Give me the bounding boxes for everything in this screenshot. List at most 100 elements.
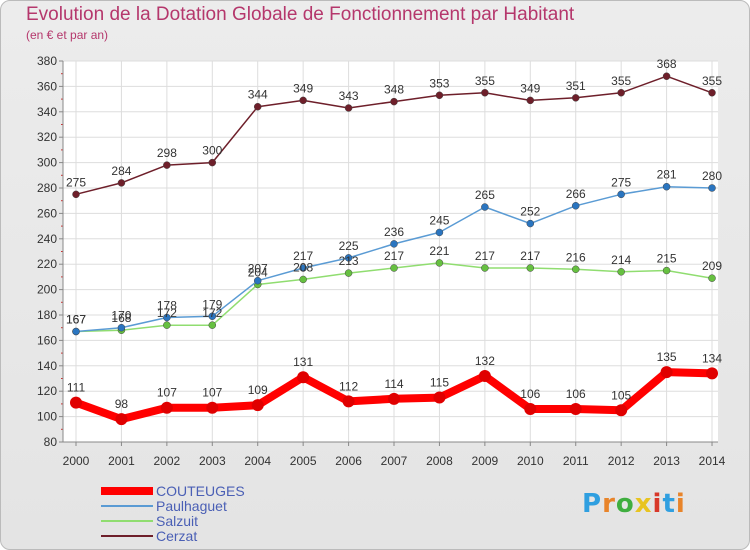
data-label: 109 [248, 383, 268, 397]
data-point [117, 323, 126, 332]
y-tick-label: 140 [37, 359, 57, 373]
data-label: 107 [157, 386, 177, 400]
data-label: 178 [157, 299, 177, 313]
x-tick-label: 2008 [426, 454, 453, 468]
data-point [708, 89, 716, 97]
data-label: 300 [202, 144, 222, 158]
x-tick-label: 2011 [563, 454, 589, 468]
data-point [206, 401, 219, 414]
x-tick-label: 2002 [154, 454, 181, 468]
data-point [388, 392, 401, 405]
data-point [662, 72, 671, 80]
y-tick-label: 380 [37, 54, 57, 68]
x-tick-label: 2013 [653, 454, 680, 468]
data-point [163, 313, 171, 322]
data-label: 355 [611, 74, 631, 88]
data-point [390, 264, 398, 272]
data-point [569, 402, 582, 415]
data-label: 112 [339, 379, 358, 393]
legend-label: Paulhaguet [156, 498, 227, 514]
data-point [163, 321, 171, 329]
plot-area [63, 61, 718, 442]
data-point [342, 395, 355, 408]
data-point [299, 264, 307, 272]
logo-letter: P [582, 489, 603, 519]
y-tick-label: 200 [37, 283, 57, 297]
legend-swatch [101, 505, 153, 507]
data-label: 216 [566, 250, 586, 264]
x-tick-label: 2000 [63, 454, 90, 468]
data-label: 114 [384, 377, 403, 391]
data-label: 167 [66, 313, 86, 327]
data-point [708, 184, 716, 192]
data-label: 215 [657, 252, 677, 266]
x-tick-label: 2004 [244, 454, 271, 468]
data-point [344, 269, 353, 277]
data-point [571, 265, 580, 274]
data-point [662, 182, 671, 191]
data-point [478, 369, 491, 382]
data-label: 170 [111, 309, 131, 323]
x-tick-label: 2012 [608, 454, 635, 468]
data-point [662, 266, 671, 275]
data-point [617, 190, 625, 199]
data-label: 298 [157, 146, 177, 160]
data-label: 266 [566, 187, 586, 201]
data-point [435, 91, 444, 100]
data-point [208, 321, 217, 329]
data-point [163, 161, 171, 169]
x-tick-label: 2014 [699, 454, 726, 468]
data-point [435, 259, 444, 267]
data-label: 236 [384, 225, 404, 239]
data-label: 368 [657, 57, 677, 71]
y-tick-label: 260 [37, 206, 57, 220]
data-label: 221 [429, 244, 449, 258]
data-point [708, 274, 716, 282]
data-label: 217 [520, 249, 540, 263]
data-label: 168 [111, 311, 131, 325]
data-point [481, 203, 489, 211]
legend-swatch [101, 487, 153, 495]
data-point [526, 219, 535, 228]
x-tick-label: 2003 [199, 454, 226, 468]
data-point [251, 399, 264, 412]
data-point [617, 268, 625, 276]
data-point [344, 104, 353, 112]
data-label: 214 [611, 253, 631, 267]
data-label: 115 [430, 376, 449, 390]
y-tick-label: 320 [37, 130, 57, 144]
data-label: 353 [429, 76, 449, 90]
data-label: 131 [293, 355, 313, 369]
data-label: 355 [475, 74, 495, 88]
data-point [344, 254, 353, 262]
logo-letter: x [634, 489, 653, 519]
data-point [390, 97, 398, 106]
data-label: 106 [566, 387, 586, 401]
data-label: 98 [115, 397, 129, 411]
data-label: 106 [520, 387, 540, 401]
data-point [299, 275, 307, 284]
data-point [72, 190, 80, 199]
data-label: 105 [611, 388, 631, 402]
data-point [253, 102, 262, 111]
x-tick-label: 2010 [517, 454, 544, 468]
data-point [526, 264, 535, 272]
data-label: 204 [248, 266, 268, 280]
logo-letter: r [602, 489, 616, 519]
x-tick-label: 2009 [472, 454, 499, 468]
data-point [526, 96, 535, 105]
y-tick-label: 80 [44, 435, 58, 449]
data-label: 111 [67, 381, 86, 395]
data-point [70, 396, 82, 409]
brand-logo: Proxiti [582, 489, 686, 519]
data-label: 208 [293, 260, 313, 274]
logo-letter: t [662, 489, 676, 519]
legend-swatch [101, 535, 153, 537]
y-tick-label: 360 [37, 79, 57, 93]
data-label: 344 [248, 88, 268, 102]
data-point [617, 89, 625, 97]
x-tick-label: 2001 [108, 454, 135, 468]
data-label: 284 [111, 164, 131, 178]
y-tick-label: 240 [37, 232, 57, 246]
